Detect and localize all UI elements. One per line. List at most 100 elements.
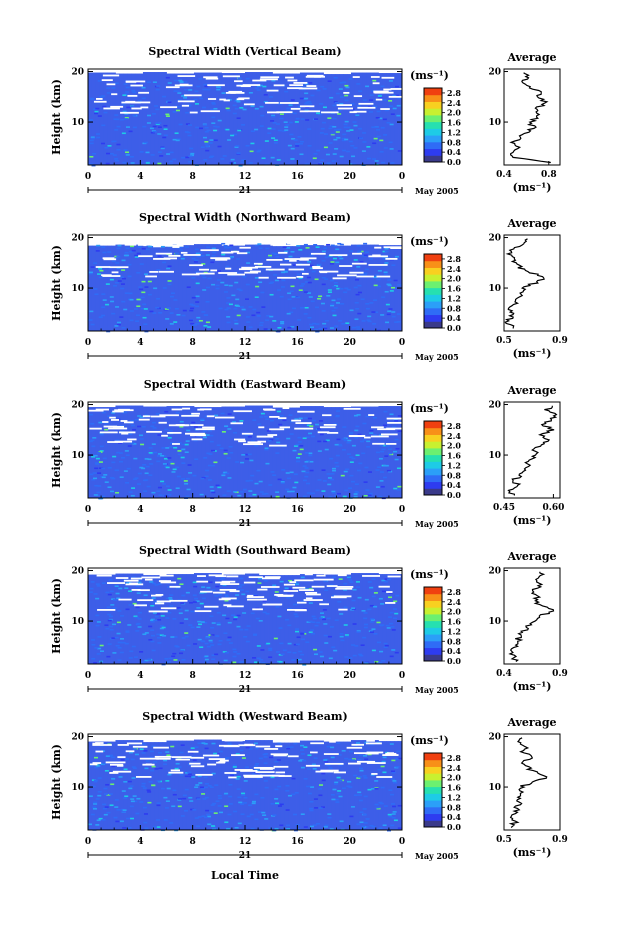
heatmap-speck (209, 641, 214, 644)
heatmap-speck (313, 153, 318, 155)
heatmap-speck (233, 651, 238, 653)
heatmap-speck (277, 785, 282, 788)
x-tick-label: 8 (190, 338, 196, 348)
heatmap-speck (252, 800, 257, 803)
colorbar-swatch (424, 421, 442, 429)
heatmap-speck (365, 307, 370, 310)
heatmap-speck (277, 615, 282, 618)
heatmap-speck (99, 433, 104, 436)
heatmap-column (252, 740, 258, 830)
heatmap-gap (265, 101, 279, 104)
heatmap-speck (123, 93, 128, 96)
heatmap-column (307, 245, 313, 331)
heatmap-gap (177, 75, 196, 77)
heatmap-speck (107, 613, 112, 616)
heatmap-speck (356, 251, 361, 254)
heatmap-gap (137, 243, 146, 246)
heatmap-speck (216, 88, 221, 91)
heatmap-speck (304, 461, 309, 463)
heatmap-speck (255, 617, 260, 620)
heatmap-speck (322, 618, 327, 621)
heatmap-gap (200, 110, 220, 113)
heatmap-gap (230, 422, 243, 425)
colorbar-swatch (424, 488, 442, 496)
heatmap-column (272, 575, 277, 664)
heatmap-speck (317, 479, 322, 481)
heatmap-speck (258, 577, 263, 580)
heatmap-speck (121, 327, 126, 329)
heatmap-gap (120, 111, 139, 114)
heatmap-speck (346, 576, 351, 579)
heatmap-speck (150, 750, 155, 753)
heatmap-column (296, 246, 301, 331)
heatmap-speck (308, 82, 313, 84)
heatmap-speck (307, 417, 312, 420)
heatmap-gap (282, 407, 290, 410)
heatmap-speck (339, 103, 344, 105)
heatmap-gap (273, 765, 289, 768)
heatmap-speck (229, 244, 234, 247)
heatmap-speck (330, 261, 335, 263)
heatmap-gap (225, 242, 233, 245)
heatmap-speck (351, 457, 356, 460)
heatmap-speck (362, 132, 367, 134)
heatmap-speck (386, 469, 391, 472)
heatmap-speck (120, 287, 125, 290)
heatmap-column (358, 406, 364, 498)
heatmap-speck (97, 636, 102, 638)
heatmap-speck (337, 255, 342, 257)
heatmap-gap (312, 265, 321, 268)
heatmap-speck (354, 301, 359, 304)
heatmap-speck (114, 82, 119, 84)
heatmap-speck (298, 277, 303, 279)
heatmap-speck (375, 806, 380, 809)
heatmap-gap (311, 585, 325, 588)
heatmap-speck (323, 327, 328, 330)
y-axis-label: Height (km) (50, 744, 63, 820)
heatmap-speck (186, 286, 191, 289)
heatmap-column (350, 740, 356, 830)
colorbar-border (423, 420, 443, 496)
heatmap-speck (341, 137, 346, 140)
heatmap-gap (113, 425, 125, 428)
heatmap-column (135, 405, 140, 498)
colorbar-tick-label: 1.6 (447, 118, 461, 128)
heatmap-speck (116, 143, 121, 146)
heatmap-speck (277, 418, 282, 420)
heatmap-speck (353, 774, 358, 777)
heatmap-speck (245, 316, 250, 318)
heatmap-speck (304, 452, 309, 454)
heatmap-speck (346, 780, 351, 783)
heatmap-speck (102, 299, 107, 301)
heatmap-speck (388, 470, 393, 473)
heatmap-speck (294, 143, 299, 145)
heatmap-column (123, 405, 128, 498)
heatmap-speck (98, 267, 103, 270)
heatmap-column (127, 573, 132, 664)
heatmap-speck (234, 322, 239, 325)
heatmap-speck (224, 821, 229, 824)
heatmap-speck (203, 656, 208, 658)
heatmap-speck (342, 81, 347, 84)
heatmap-gap (306, 85, 317, 87)
heatmap-speck (207, 479, 212, 481)
heatmap-speck (163, 819, 168, 821)
heatmap-speck (323, 146, 328, 149)
heatmap-gap (160, 581, 177, 584)
heatmap-gap (262, 577, 280, 580)
heatmap-gap (283, 583, 295, 586)
heatmap-speck (238, 289, 243, 292)
heatmap-speck (116, 632, 121, 635)
heatmap-speck (202, 88, 207, 91)
heatmap-speck (388, 622, 393, 625)
heatmap-speck (321, 260, 326, 262)
heatmap-speck (242, 275, 247, 278)
heatmap-speck (391, 311, 396, 313)
heatmap-speck (259, 321, 264, 324)
heatmap-speck (299, 153, 304, 156)
heatmap-speck (156, 804, 161, 807)
heatmap-speck (391, 629, 396, 631)
heatmap-speck (146, 114, 151, 117)
heatmap-column (245, 573, 250, 664)
heatmap-gap (181, 414, 200, 417)
